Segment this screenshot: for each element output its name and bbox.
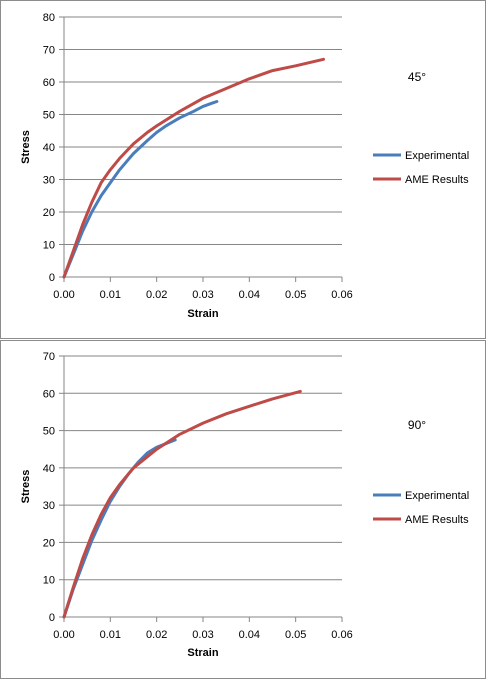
- y-tick-label: 40: [43, 463, 55, 475]
- x-tick-label: 0.05: [285, 289, 306, 301]
- x-axis-title: Strain: [187, 308, 218, 320]
- y-tick-label: 50: [43, 426, 55, 438]
- y-tick-label: 0: [49, 272, 55, 284]
- x-tick-label: 0.04: [239, 289, 260, 301]
- y-tick-label: 80: [43, 12, 55, 24]
- series-line-1: [62, 389, 302, 619]
- chart-panel-45: 0 10 20 30 40 50 60 70 80 0.00 0.01 0.02 0.03 0.04 0.0…: [0, 0, 486, 339]
- legend-entry-1: AME Results: [405, 514, 469, 526]
- x-tick-label: 0.03: [192, 629, 213, 641]
- y-tick-label: 0: [49, 612, 55, 624]
- x-tick-label: 0.06: [331, 629, 352, 641]
- x-tick-label: 0.04: [239, 629, 260, 641]
- x-tick-label: 0.02: [146, 629, 167, 641]
- y-tick-label: 30: [43, 175, 55, 187]
- y-tick-label: 10: [43, 240, 55, 252]
- angle-annotation: 90°: [408, 418, 426, 432]
- x-tick-label: 0.03: [192, 289, 213, 301]
- legend-entry-0: Experimental: [405, 150, 469, 162]
- x-tick-label: 0.00: [53, 289, 74, 301]
- x-tick-label: 0.06: [331, 289, 352, 301]
- x-tick-label: 0.05: [285, 629, 306, 641]
- legend-entry-0: Experimental: [405, 490, 469, 502]
- y-tick-label: 60: [43, 77, 55, 89]
- x-axis-title: Strain: [187, 647, 218, 659]
- y-axis-title: Stress: [20, 130, 32, 164]
- y-tick-label: 50: [43, 110, 55, 122]
- y-tick-label: 70: [43, 351, 55, 363]
- y-axis-title: Stress: [20, 470, 32, 504]
- y-tick-label: 10: [43, 575, 55, 587]
- series-line-1: [62, 57, 325, 279]
- legend-entry-1: AME Results: [405, 174, 469, 186]
- chart-90-svg: 0 10 20 30 40 50 60 70 0.00 0.01 0.02 0.03 0.04 0.05 0…: [20, 351, 469, 659]
- y-tick-label: 40: [43, 142, 55, 154]
- x-tick-label: 0.01: [100, 289, 121, 301]
- y-tick-label: 70: [43, 45, 55, 57]
- y-tick-label: 30: [43, 500, 55, 512]
- y-tick-label: 20: [43, 537, 55, 549]
- chart-panel-90: 0 10 20 30 40 50 60 70 0.00 0.01 0.02 0.03 0.04 0.05 0…: [0, 340, 486, 679]
- series-line-0: [62, 438, 177, 619]
- y-tick-label: 20: [43, 207, 55, 219]
- x-tick-label: 0.02: [146, 289, 167, 301]
- chart-45-svg: 0 10 20 30 40 50 60 70 80 0.00 0.01 0.02 0.03 0.04 0.0…: [20, 12, 469, 320]
- x-tick-label: 0.01: [100, 629, 121, 641]
- y-tick-label: 60: [43, 388, 55, 400]
- series-line-0: [62, 100, 219, 279]
- x-tick-label: 0.00: [53, 629, 74, 641]
- angle-annotation: 45°: [408, 70, 426, 84]
